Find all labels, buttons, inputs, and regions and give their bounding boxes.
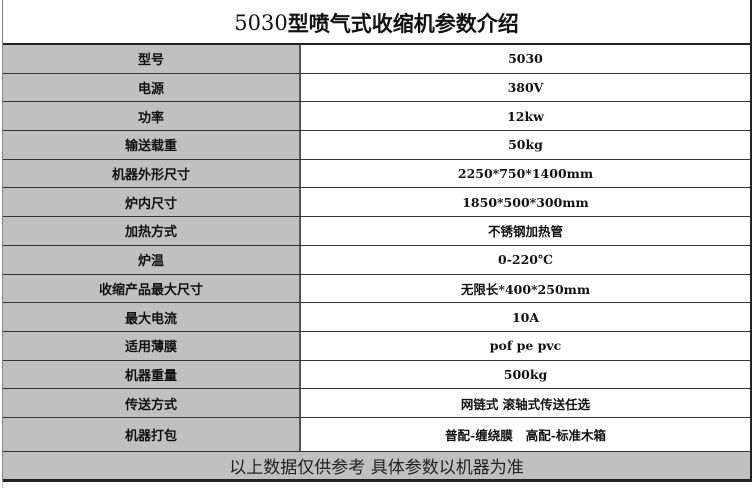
table-row: 适用薄膜 pof pe pvc — [3, 331, 750, 361]
row-label: 加热方式 — [3, 217, 301, 245]
next-row-fragment — [2, 482, 750, 488]
row-value: 普配-缠绕膜 高配-标准木箱 — [445, 427, 606, 443]
row-label: 炉温 — [3, 245, 301, 274]
title-text: 型喷气式收缩机参数介绍 — [287, 11, 519, 36]
row-label: 机器外形尺寸 — [3, 159, 301, 188]
row-label: 炉内尺寸 — [3, 188, 301, 217]
row-value: pof pe pvc — [489, 338, 562, 354]
row-value: 50kg — [508, 137, 543, 153]
row-value: 0-220℃ — [498, 252, 553, 268]
row-label: 电源 — [3, 73, 301, 102]
table-row: 炉温 0-220℃ — [3, 245, 750, 275]
row-value: 不锈钢加热管 — [487, 224, 563, 240]
row-value: 380V — [507, 80, 544, 96]
table-row: 型号 5030 — [3, 45, 750, 74]
row-label: 最大电流 — [3, 303, 301, 331]
footer-note: 以上数据仅供参考 具体参数以机器为准 — [3, 451, 750, 482]
row-value: 10A — [511, 309, 540, 325]
table-row: 最大电流 10A — [3, 303, 750, 332]
row-label: 机器重量 — [3, 360, 301, 389]
row-label: 功率 — [3, 102, 301, 131]
table-row: 功率 12kw — [3, 102, 750, 132]
row-label: 收缩产品最大尺寸 — [3, 274, 301, 303]
table-row: 炉内尺寸 1850*500*300mm — [3, 188, 750, 218]
row-value: 5030 — [508, 51, 543, 67]
row-value: 500kg — [503, 366, 548, 382]
table-row: 机器外形尺寸 2250*750*1400mm — [3, 159, 750, 189]
row-value: 无限长*400*250mm — [460, 281, 591, 297]
row-value: 2250*750*1400mm — [457, 166, 594, 182]
table-row: 电源 380V — [3, 73, 750, 103]
table-row: 机器打包 普配-缠绕膜 高配-标准木箱 — [3, 417, 750, 452]
row-label: 输送载重 — [3, 131, 301, 159]
table-row: 传送方式 网链式 滚轴式传送任选 — [3, 389, 750, 418]
row-value: 1850*500*300mm — [462, 194, 589, 210]
table-row: 收缩产品最大尺寸 无限长*400*250mm — [3, 274, 750, 304]
title-model: 5030 — [234, 10, 288, 35]
row-value: 网链式 滚轴式传送任选 — [460, 396, 591, 412]
table-row: 机器重量 500kg — [3, 360, 750, 390]
table-row: 输送载重 50kg — [3, 131, 750, 160]
row-label: 机器打包 — [3, 417, 301, 451]
row-label: 型号 — [3, 45, 301, 73]
table-title: 5030 型喷气式收缩机参数介绍 — [3, 0, 750, 45]
row-label: 适用薄膜 — [3, 331, 301, 360]
row-label: 传送方式 — [3, 389, 301, 417]
table-row: 加热方式 不锈钢加热管 — [3, 217, 750, 246]
row-value: 12kw — [507, 108, 544, 124]
